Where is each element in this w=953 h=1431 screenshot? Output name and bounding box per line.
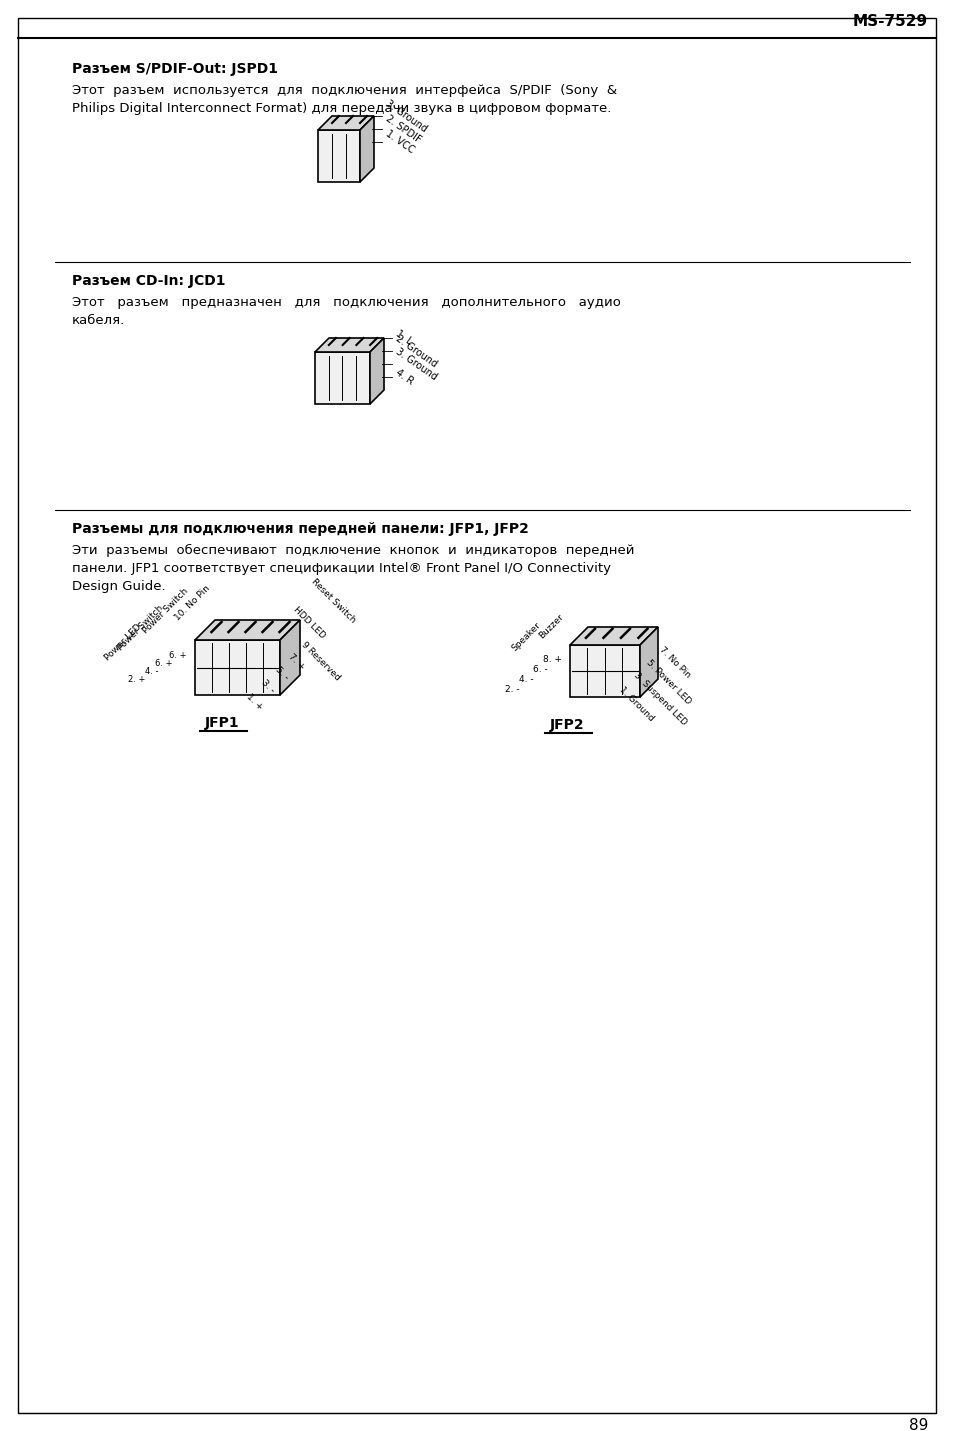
Text: Этот  разъем  используется  для  подключения  интерфейса  S/PDIF  (Sony  &: Этот разъем используется для подключения… xyxy=(71,84,617,97)
Polygon shape xyxy=(317,130,359,182)
Text: Power Switch: Power Switch xyxy=(116,602,165,653)
Polygon shape xyxy=(314,352,370,404)
Text: Этот   разъем   предназначен   для   подключения   дополнительного   аудио: Этот разъем предназначен для подключения… xyxy=(71,296,620,309)
Text: Разъем CD-In: JCD1: Разъем CD-In: JCD1 xyxy=(71,273,225,288)
Text: 7. No Pin: 7. No Pin xyxy=(658,645,692,680)
Text: Разъемы для подключения передней панели: JFP1, JFP2: Разъемы для подключения передней панели:… xyxy=(71,522,528,537)
Text: HDD LED: HDD LED xyxy=(292,605,327,640)
Text: 1. +: 1. + xyxy=(245,693,265,711)
Text: 1. Ground: 1. Ground xyxy=(618,685,656,723)
Text: 4. R: 4. R xyxy=(394,368,415,386)
Text: 8. +: 8. + xyxy=(542,654,561,664)
Text: Power Switch: Power Switch xyxy=(141,587,190,635)
Polygon shape xyxy=(314,338,384,352)
Text: 1. L: 1. L xyxy=(394,329,414,348)
Polygon shape xyxy=(194,620,299,640)
Text: 3. Ground: 3. Ground xyxy=(394,346,438,382)
Text: кабеля.: кабеля. xyxy=(71,313,125,328)
Text: JFP1: JFP1 xyxy=(205,716,239,730)
Polygon shape xyxy=(280,620,299,695)
Text: 3. -: 3. - xyxy=(260,678,276,695)
Text: 4. -: 4. - xyxy=(518,674,534,684)
Text: Design Guide.: Design Guide. xyxy=(71,580,166,592)
Text: 6. +: 6. + xyxy=(155,658,172,667)
Text: 89: 89 xyxy=(907,1418,927,1431)
Polygon shape xyxy=(569,627,658,645)
Polygon shape xyxy=(370,338,384,404)
Text: Разъем S/PDIF-Out: JSPD1: Разъем S/PDIF-Out: JSPD1 xyxy=(71,62,277,76)
Text: 4. -: 4. - xyxy=(146,667,159,677)
Text: Power LED: Power LED xyxy=(103,622,143,663)
Text: 2. Ground: 2. Ground xyxy=(394,333,438,369)
Text: Reset Switch: Reset Switch xyxy=(310,577,357,625)
Polygon shape xyxy=(569,645,639,697)
Polygon shape xyxy=(639,627,658,697)
Text: 5. Power LED: 5. Power LED xyxy=(644,658,693,705)
Polygon shape xyxy=(194,640,280,695)
Text: Buzzer: Buzzer xyxy=(537,612,564,640)
Text: 10. No Pin: 10. No Pin xyxy=(173,584,212,622)
Text: 6. -: 6. - xyxy=(533,664,547,674)
Text: панели. JFP1 соответствует спецификации Intel® Front Panel I/O Connectivity: панели. JFP1 соответствует спецификации … xyxy=(71,562,610,575)
Text: Speaker: Speaker xyxy=(509,621,541,653)
Text: 9 Reserved: 9 Reserved xyxy=(299,640,342,683)
Text: 2. SPDIF: 2. SPDIF xyxy=(384,113,422,145)
Text: 3. Suspend LED: 3. Suspend LED xyxy=(631,671,688,727)
Text: 2. +: 2. + xyxy=(128,675,145,684)
Text: Philips Digital Interconnect Format) для передачи звука в цифровом формате.: Philips Digital Interconnect Format) для… xyxy=(71,102,611,114)
Text: 6. +: 6. + xyxy=(170,651,187,660)
Polygon shape xyxy=(359,116,374,182)
Polygon shape xyxy=(317,116,374,130)
Text: 1. VCC: 1. VCC xyxy=(384,129,416,156)
Text: JFP2: JFP2 xyxy=(550,718,584,733)
Text: 5. -: 5. - xyxy=(274,665,291,681)
Text: 7. +: 7. + xyxy=(287,653,307,671)
Text: 2. -: 2. - xyxy=(505,684,519,694)
Text: 3. Ground: 3. Ground xyxy=(384,99,429,135)
Text: MS-7529: MS-7529 xyxy=(852,14,927,30)
Text: Эти  разъемы  обеспечивают  подключение  кнопок  и  индикаторов  передней: Эти разъемы обеспечивают подключение кно… xyxy=(71,544,634,557)
